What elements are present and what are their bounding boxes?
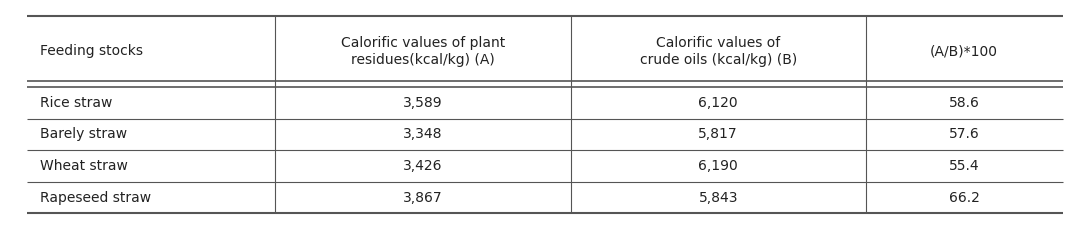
Text: Barely straw: Barely straw [40, 127, 127, 141]
Text: Rapeseed straw: Rapeseed straw [40, 191, 151, 205]
Text: 57.6: 57.6 [948, 127, 979, 141]
Text: Rice straw: Rice straw [40, 96, 112, 110]
Text: 58.6: 58.6 [948, 96, 979, 110]
Text: 3,348: 3,348 [404, 127, 443, 141]
Text: Feeding stocks: Feeding stocks [40, 44, 142, 58]
Text: 55.4: 55.4 [949, 159, 979, 173]
Text: (A/B)*100: (A/B)*100 [930, 44, 999, 58]
Text: 6,190: 6,190 [698, 159, 738, 173]
Text: 3,426: 3,426 [404, 159, 443, 173]
Text: Calorific values of plant
residues(kcal/kg) (A): Calorific values of plant residues(kcal/… [341, 35, 505, 67]
Text: 3,867: 3,867 [403, 191, 443, 205]
Text: Calorific values of
crude oils (kcal/kg) (B): Calorific values of crude oils (kcal/kg)… [640, 35, 797, 67]
Text: 5,843: 5,843 [698, 191, 738, 205]
Text: 3,589: 3,589 [403, 96, 443, 110]
Text: 66.2: 66.2 [948, 191, 979, 205]
Text: 6,120: 6,120 [698, 96, 738, 110]
Text: 5,817: 5,817 [698, 127, 738, 141]
Text: Wheat straw: Wheat straw [40, 159, 127, 173]
